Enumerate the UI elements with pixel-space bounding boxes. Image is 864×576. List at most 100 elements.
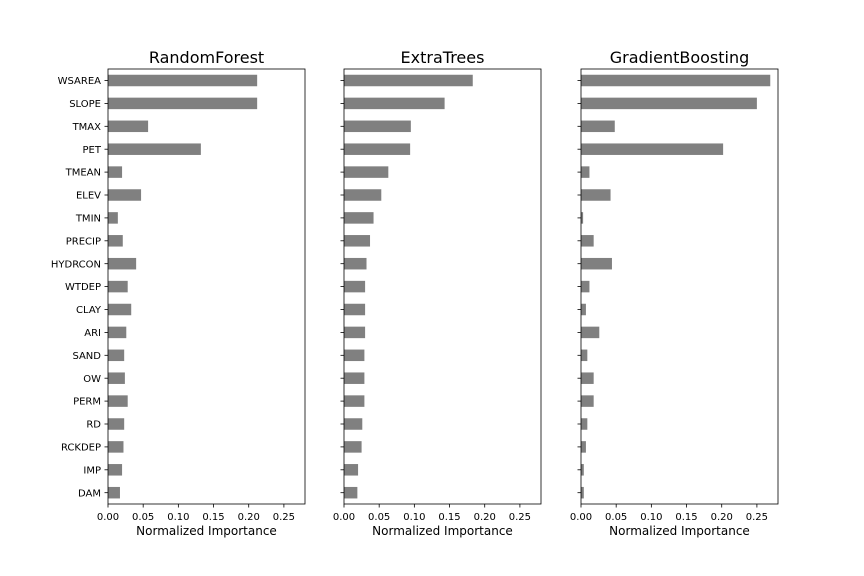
x-tick-label: 0.25: [746, 512, 768, 523]
bar-dam: [581, 486, 584, 499]
bar-tmin: [344, 212, 374, 224]
axes-frame: [107, 68, 306, 505]
y-tick-label: SLOPE: [69, 99, 101, 110]
bar-perm: [108, 395, 128, 407]
y-tick-label: RCKDEP: [61, 443, 101, 454]
bar-wsarea: [108, 74, 258, 87]
x-tick-label: 0.00: [570, 512, 592, 523]
x-tick-label: 0.00: [97, 512, 119, 523]
bar-rd: [581, 418, 588, 430]
x-tick-label: 0.15: [675, 512, 697, 523]
y-tick-label: SAND: [72, 351, 101, 362]
x-tick-label: 0.20: [238, 512, 260, 523]
x-tick-label: 0.05: [368, 512, 390, 523]
bar-tmean: [344, 166, 389, 178]
bar-slope: [581, 97, 757, 110]
x-tick-label: 0.15: [438, 512, 460, 523]
chart-panel-1: ExtraTrees 0.00 0.05 0.10 0.15 0.20 0.25Normal…: [333, 48, 542, 538]
bar-wtdep: [108, 280, 128, 293]
bar-elev: [344, 189, 382, 201]
bar-elev: [581, 189, 611, 201]
bar-rd: [108, 418, 125, 430]
bar-wtdep: [344, 280, 366, 293]
chart-panel-0: RandomForest WSAREA SLOPE TMAX PET TMEAN ELEV T…: [51, 48, 306, 538]
bar-clay: [581, 303, 586, 316]
bar-pet: [344, 143, 411, 155]
bar-slope: [108, 97, 258, 110]
bar-hydrcon: [108, 257, 137, 270]
y-tick-label: PET: [83, 145, 102, 156]
x-tick-label: 0.05: [132, 512, 154, 523]
x-axis-label: Normalized Importance: [372, 524, 513, 538]
x-tick-label: 0.20: [711, 512, 733, 523]
y-tick-label: IMP: [83, 465, 101, 476]
y-tick-label: PERM: [73, 397, 101, 408]
bar-precip: [344, 235, 371, 247]
bar-hydrcon: [344, 257, 367, 270]
x-tick-label: 0.25: [273, 512, 295, 523]
bar-rd: [344, 418, 363, 430]
x-tick-label: 0.05: [605, 512, 627, 523]
bar-dam: [344, 486, 358, 499]
bar-ari: [581, 326, 600, 339]
bar-tmean: [108, 166, 123, 178]
bar-imp: [108, 464, 123, 476]
y-tick-label: TMEAN: [65, 168, 101, 179]
bar-ow: [108, 372, 125, 384]
y-tick-label: WSAREA: [58, 76, 102, 87]
bar-sand: [581, 349, 588, 362]
bar-precip: [581, 235, 594, 247]
bar-pet: [108, 143, 201, 155]
y-tick-label: DAM: [78, 488, 101, 499]
bar-ow: [581, 372, 594, 384]
bar-tmin: [581, 212, 584, 224]
y-tick-label: RD: [86, 420, 101, 431]
bar-tmax: [344, 120, 411, 133]
y-tick-label: ARI: [84, 328, 101, 339]
bar-perm: [344, 395, 365, 407]
x-tick-label: 0.25: [509, 512, 531, 523]
x-tick-label: 0.10: [167, 512, 189, 523]
chart-title: GradientBoosting: [610, 48, 750, 67]
bar-tmin: [108, 212, 118, 224]
chart-title: ExtraTrees: [401, 48, 485, 67]
axes-frame: [580, 68, 779, 505]
chart-title: RandomForest: [149, 48, 264, 67]
bar-rckdep: [581, 441, 586, 453]
bar-hydrcon: [581, 257, 612, 270]
y-tick-label: PRECIP: [66, 236, 101, 247]
bar-perm: [581, 395, 594, 407]
x-tick-label: 0.20: [474, 512, 496, 523]
x-tick-label: 0.15: [202, 512, 224, 523]
bar-ari: [108, 326, 127, 339]
bar-slope: [344, 97, 445, 110]
y-tick-label: CLAY: [76, 305, 102, 316]
bar-sand: [344, 349, 365, 362]
y-tick-label: TMAX: [72, 122, 102, 133]
y-tick-label: OW: [83, 374, 101, 385]
bar-rckdep: [344, 441, 362, 453]
bar-imp: [581, 464, 584, 476]
bar-ow: [344, 372, 365, 384]
x-tick-label: 0.10: [640, 512, 662, 523]
chart-panel-2: GradientBoosting 0.00 0.05 0.10 0.15 0.20 0.25…: [570, 48, 779, 538]
bar-precip: [108, 235, 123, 247]
bar-wtdep: [581, 280, 590, 293]
bar-rckdep: [108, 441, 124, 453]
bar-elev: [108, 189, 142, 201]
axes-frame: [343, 68, 542, 505]
bar-tmax: [581, 120, 615, 133]
bar-clay: [344, 303, 366, 316]
y-tick-label: TMIN: [75, 214, 101, 225]
x-axis-label: Normalized Importance: [136, 524, 277, 538]
bar-pet: [581, 143, 724, 155]
bar-ari: [344, 326, 366, 339]
bar-tmax: [108, 120, 149, 133]
bar-imp: [344, 464, 359, 476]
y-tick-label: ELEV: [76, 191, 101, 202]
x-axis-label: Normalized Importance: [609, 524, 750, 538]
x-tick-label: 0.10: [403, 512, 425, 523]
y-tick-label: HYDRCON: [51, 259, 101, 270]
bar-wsarea: [344, 74, 473, 87]
